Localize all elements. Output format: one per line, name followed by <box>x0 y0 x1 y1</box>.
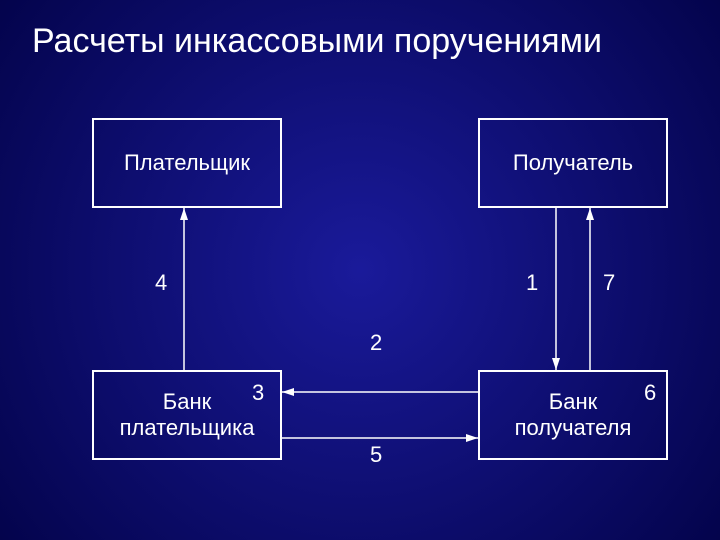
badge-6: 6 <box>644 380 656 406</box>
node-payee-label: Получатель <box>513 150 633 176</box>
node-payer: Плательщик <box>92 118 282 208</box>
node-payer-bank-label: Банк плательщика <box>120 389 255 441</box>
node-payee: Получатель <box>478 118 668 208</box>
node-payer-label: Плательщик <box>124 150 250 176</box>
node-payee-bank-label: Банк получателя <box>515 389 632 441</box>
edge-label-1: 1 <box>526 270 538 296</box>
edge-label-4: 4 <box>155 270 167 296</box>
slide-title: Расчеты инкассовыми поручениями <box>32 22 602 61</box>
edge-label-7: 7 <box>603 270 615 296</box>
badge-3: 3 <box>252 380 264 406</box>
edge-label-2: 2 <box>370 330 382 356</box>
node-payee-bank: Банк получателя <box>478 370 668 460</box>
edge-label-5: 5 <box>370 442 382 468</box>
